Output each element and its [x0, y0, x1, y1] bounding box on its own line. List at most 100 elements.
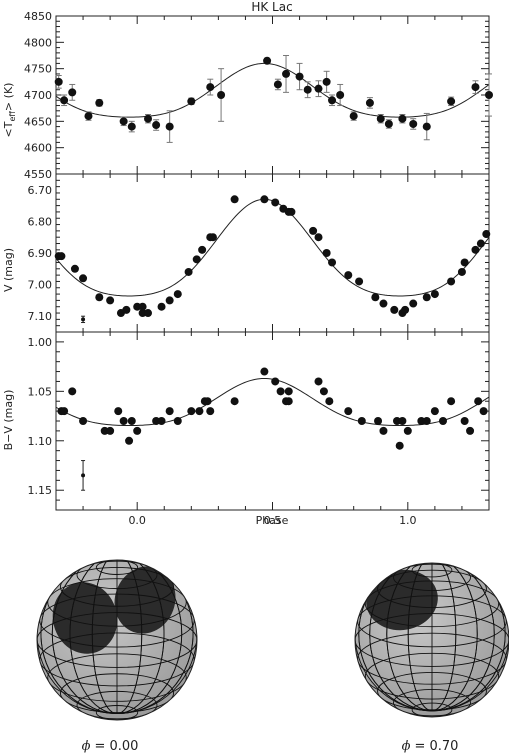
- x-tick-label: 0.5: [264, 514, 282, 527]
- data-point: [173, 417, 182, 425]
- latitude-line: [47, 578, 187, 627]
- chart-title: HK Lac: [251, 0, 292, 14]
- latitude-line: [76, 690, 158, 720]
- data-point: [206, 407, 215, 416]
- data-point: [187, 407, 196, 416]
- y-tick-label: 4750: [24, 63, 52, 76]
- latitude-line: [364, 652, 500, 700]
- data-point: [133, 426, 142, 435]
- data-point: [344, 271, 353, 280]
- data-point: [271, 377, 280, 386]
- data-point: [430, 290, 439, 299]
- data-point: [371, 293, 380, 302]
- sphere-body: [355, 563, 509, 717]
- latitude-line: [76, 560, 158, 590]
- data-point: [106, 296, 115, 305]
- data-point: [119, 417, 128, 425]
- data-point: [384, 119, 393, 128]
- data-point: [195, 407, 204, 416]
- data-point: [165, 296, 174, 305]
- phase-label-left: ϕ = 0.00: [82, 739, 139, 754]
- data-point: [336, 91, 345, 99]
- data-point: [476, 239, 485, 248]
- data-point: [260, 367, 269, 376]
- latitude-line: [364, 580, 500, 628]
- longitude-line: [358, 563, 506, 712]
- data-point: [184, 267, 193, 276]
- y-tick-label: 1.00: [28, 336, 53, 349]
- latitude-line: [377, 672, 487, 711]
- data-point: [376, 114, 385, 123]
- data-point: [217, 91, 226, 99]
- y-tick-label: 4700: [24, 89, 52, 102]
- y-tick-label: 4600: [24, 142, 52, 155]
- y-tick-label: 1.05: [28, 385, 53, 398]
- data-point: [482, 230, 491, 239]
- data-point: [344, 407, 353, 416]
- data-point: [114, 407, 123, 416]
- y-tick-label: 6.80: [28, 215, 53, 228]
- data-point: [379, 299, 388, 308]
- data-point: [319, 387, 328, 396]
- data-point: [379, 426, 388, 435]
- data-point: [284, 387, 293, 396]
- y-tick-label: 7.10: [28, 310, 53, 323]
- data-point: [284, 397, 293, 406]
- typical-error-point: [81, 473, 86, 478]
- data-point: [127, 417, 136, 425]
- data-point: [79, 274, 88, 283]
- data-point: [403, 426, 412, 435]
- star-spot-sphere-phase-0: [36, 559, 198, 721]
- data-point: [295, 72, 304, 81]
- data-point: [125, 436, 134, 445]
- x-axis-label: Phase: [256, 514, 289, 527]
- y-tick-label: 1.10: [28, 435, 53, 448]
- data-point: [127, 122, 136, 131]
- data-point: [398, 417, 407, 425]
- y-tick-label: 4800: [24, 36, 52, 49]
- data-point: [474, 397, 483, 406]
- data-point: [208, 233, 217, 242]
- y-tick-label: 6.70: [28, 184, 53, 197]
- data-point: [122, 305, 131, 314]
- v-axis-label: V (mag): [2, 248, 15, 292]
- latitude-line: [393, 563, 471, 592]
- data-point: [60, 407, 69, 416]
- data-point: [365, 98, 374, 107]
- data-point: [309, 226, 318, 235]
- data-point: [79, 417, 88, 425]
- data-point: [271, 198, 280, 207]
- y-tick-label: 4550: [24, 168, 52, 181]
- data-point: [282, 69, 291, 78]
- y-tick-label: 1.15: [28, 484, 53, 497]
- model-curve: [55, 198, 490, 297]
- star-spot-sphere-phase-070: [354, 562, 509, 718]
- data-point: [479, 407, 488, 416]
- data-point: [314, 84, 323, 93]
- longitude-line: [40, 560, 194, 715]
- data-point: [187, 97, 196, 106]
- data-point: [157, 417, 166, 425]
- latitude-line: [355, 613, 509, 667]
- data-point: [447, 277, 456, 286]
- data-point: [357, 417, 366, 425]
- latitude-line: [47, 653, 187, 702]
- plot-frame: [55, 173, 490, 333]
- data-point: [325, 397, 334, 406]
- data-point: [409, 299, 418, 308]
- model-curve: [55, 62, 490, 118]
- data-point: [422, 122, 431, 131]
- plot-frame: [55, 15, 490, 175]
- data-point: [68, 88, 77, 97]
- data-point: [422, 293, 431, 302]
- b-v-panel: 1.00 1.05 1.10 1.15 0.0 0.5 1.0: [28, 331, 490, 527]
- data-point: [460, 258, 469, 267]
- data-point: [198, 245, 207, 254]
- data-point: [84, 112, 93, 121]
- data-point: [138, 302, 147, 311]
- y-tick-label: 7.00: [28, 279, 53, 292]
- data-point: [260, 195, 269, 204]
- data-point: [401, 305, 410, 314]
- latitude-line: [59, 567, 175, 607]
- data-point: [57, 252, 66, 261]
